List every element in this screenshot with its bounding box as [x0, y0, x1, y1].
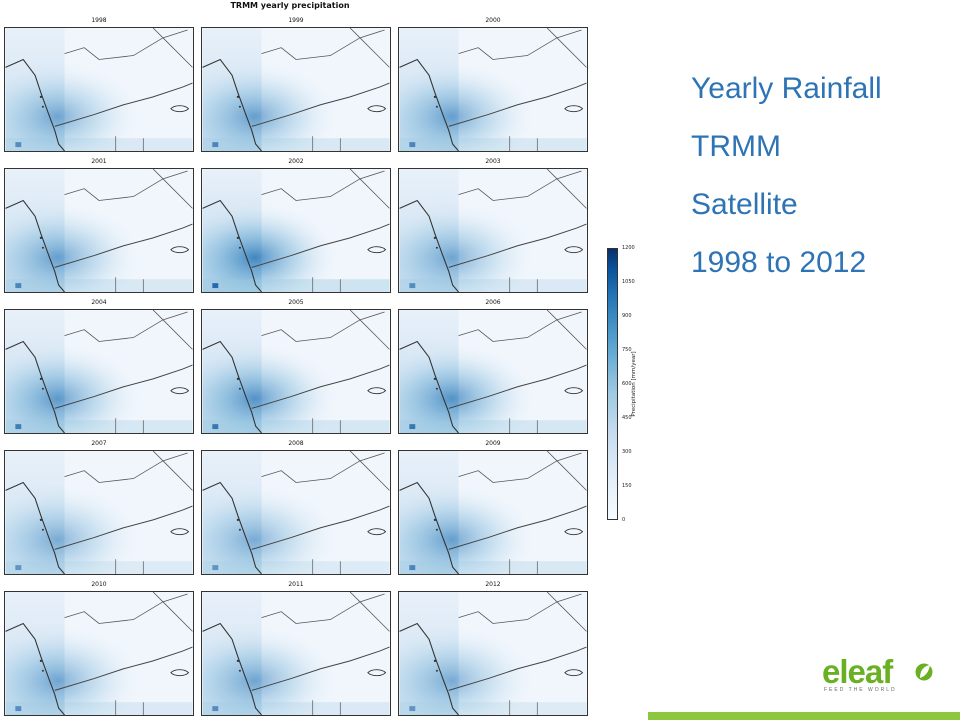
- panel-year-label: 2011: [288, 581, 304, 588]
- figure-title: TRMM yearly precipitation: [230, 1, 350, 10]
- colorbar-label: Precipitation [mm/year]: [631, 351, 637, 417]
- panel-year-label: 2010: [91, 581, 107, 588]
- precipitation-map: [398, 27, 588, 152]
- panel-year-label: 2000: [485, 17, 501, 24]
- precipitation-map: [201, 309, 391, 434]
- precipitation-map: [398, 450, 588, 575]
- precipitation-map: [4, 27, 194, 152]
- map-panel: 2004: [4, 299, 194, 436]
- precipitation-map: [398, 168, 588, 293]
- panel-year-label: 1998: [91, 17, 107, 24]
- precipitation-map: [201, 168, 391, 293]
- panel-year-label: 2007: [91, 440, 107, 447]
- precipitation-map: [4, 309, 194, 434]
- panel-year-label: 2003: [485, 158, 501, 165]
- panel-year-label: 2009: [485, 440, 501, 447]
- map-panel: 2000: [398, 17, 588, 154]
- panel-year-label: 2001: [91, 158, 107, 165]
- map-panel: 2002: [201, 158, 391, 295]
- map-panel: 2001: [4, 158, 194, 295]
- precipitation-map: [398, 309, 588, 434]
- colorbar-tick-label: 1200: [622, 245, 635, 251]
- footer-accent-bar: [648, 712, 960, 720]
- panel-year-label: 2012: [485, 581, 501, 588]
- map-panel: 2007: [4, 440, 194, 577]
- map-panel: 2006: [398, 299, 588, 436]
- precipitation-map: [4, 450, 194, 575]
- map-panel: 1999: [201, 17, 391, 154]
- panel-year-label: 2005: [288, 299, 304, 306]
- precipitation-map: [398, 591, 588, 716]
- map-panel: 2009: [398, 440, 588, 577]
- leaf-icon: [915, 663, 933, 681]
- colorbar-gradient: [607, 248, 618, 520]
- logo-tagline: FEED THE WORLD: [824, 687, 897, 693]
- map-panel: 1998: [4, 17, 194, 154]
- panel-year-label: 1999: [288, 17, 304, 24]
- caption-line-1: Yearly Rainfall: [691, 72, 882, 105]
- map-panel: 2012: [398, 581, 588, 718]
- precipitation-map: [201, 450, 391, 575]
- precipitation-figure: TRMM yearly precipitation 1998 1999 2000 20…: [4, 1, 637, 718]
- map-panel: 2008: [201, 440, 391, 577]
- caption-line-3: Satellite: [691, 188, 798, 221]
- colorbar-tick-label: 300: [622, 449, 632, 455]
- colorbar-tick-label: 750: [622, 347, 632, 353]
- colorbar-tick-label: 450: [622, 415, 632, 421]
- slide-caption: Yearly Rainfall TRMM Satellite 1998 to 2…: [691, 70, 882, 302]
- panel-year-label: 2006: [485, 299, 501, 306]
- precipitation-map: [201, 591, 391, 716]
- map-panel: 2011: [201, 581, 391, 718]
- map-panel: 2005: [201, 299, 391, 436]
- colorbar: 0 150 300 450 600 750 900 1050 1200 Precipitatio…: [607, 245, 667, 528]
- colorbar-tick-label: 150: [622, 483, 632, 489]
- panel-year-label: 2008: [288, 440, 304, 447]
- precipitation-map: [4, 591, 194, 716]
- logo-wordmark: eleaf: [822, 653, 893, 690]
- colorbar-tick-label: 1050: [622, 279, 635, 285]
- caption-line-4: 1998 to 2012: [691, 246, 867, 279]
- colorbar-tick-label: 0: [622, 517, 626, 523]
- panel-year-label: 2002: [288, 158, 304, 165]
- map-panel: 2010: [4, 581, 194, 718]
- colorbar-tick-label: 900: [622, 313, 632, 319]
- precipitation-map: [201, 27, 391, 152]
- colorbar-tick-label: 600: [622, 381, 632, 387]
- panel-year-label: 2004: [91, 299, 107, 306]
- caption-line-2: TRMM: [691, 130, 781, 163]
- eleaf-logo: eleaf FEED THE WORLD: [822, 655, 937, 695]
- precipitation-map: [4, 168, 194, 293]
- map-panel: 2003: [398, 158, 588, 295]
